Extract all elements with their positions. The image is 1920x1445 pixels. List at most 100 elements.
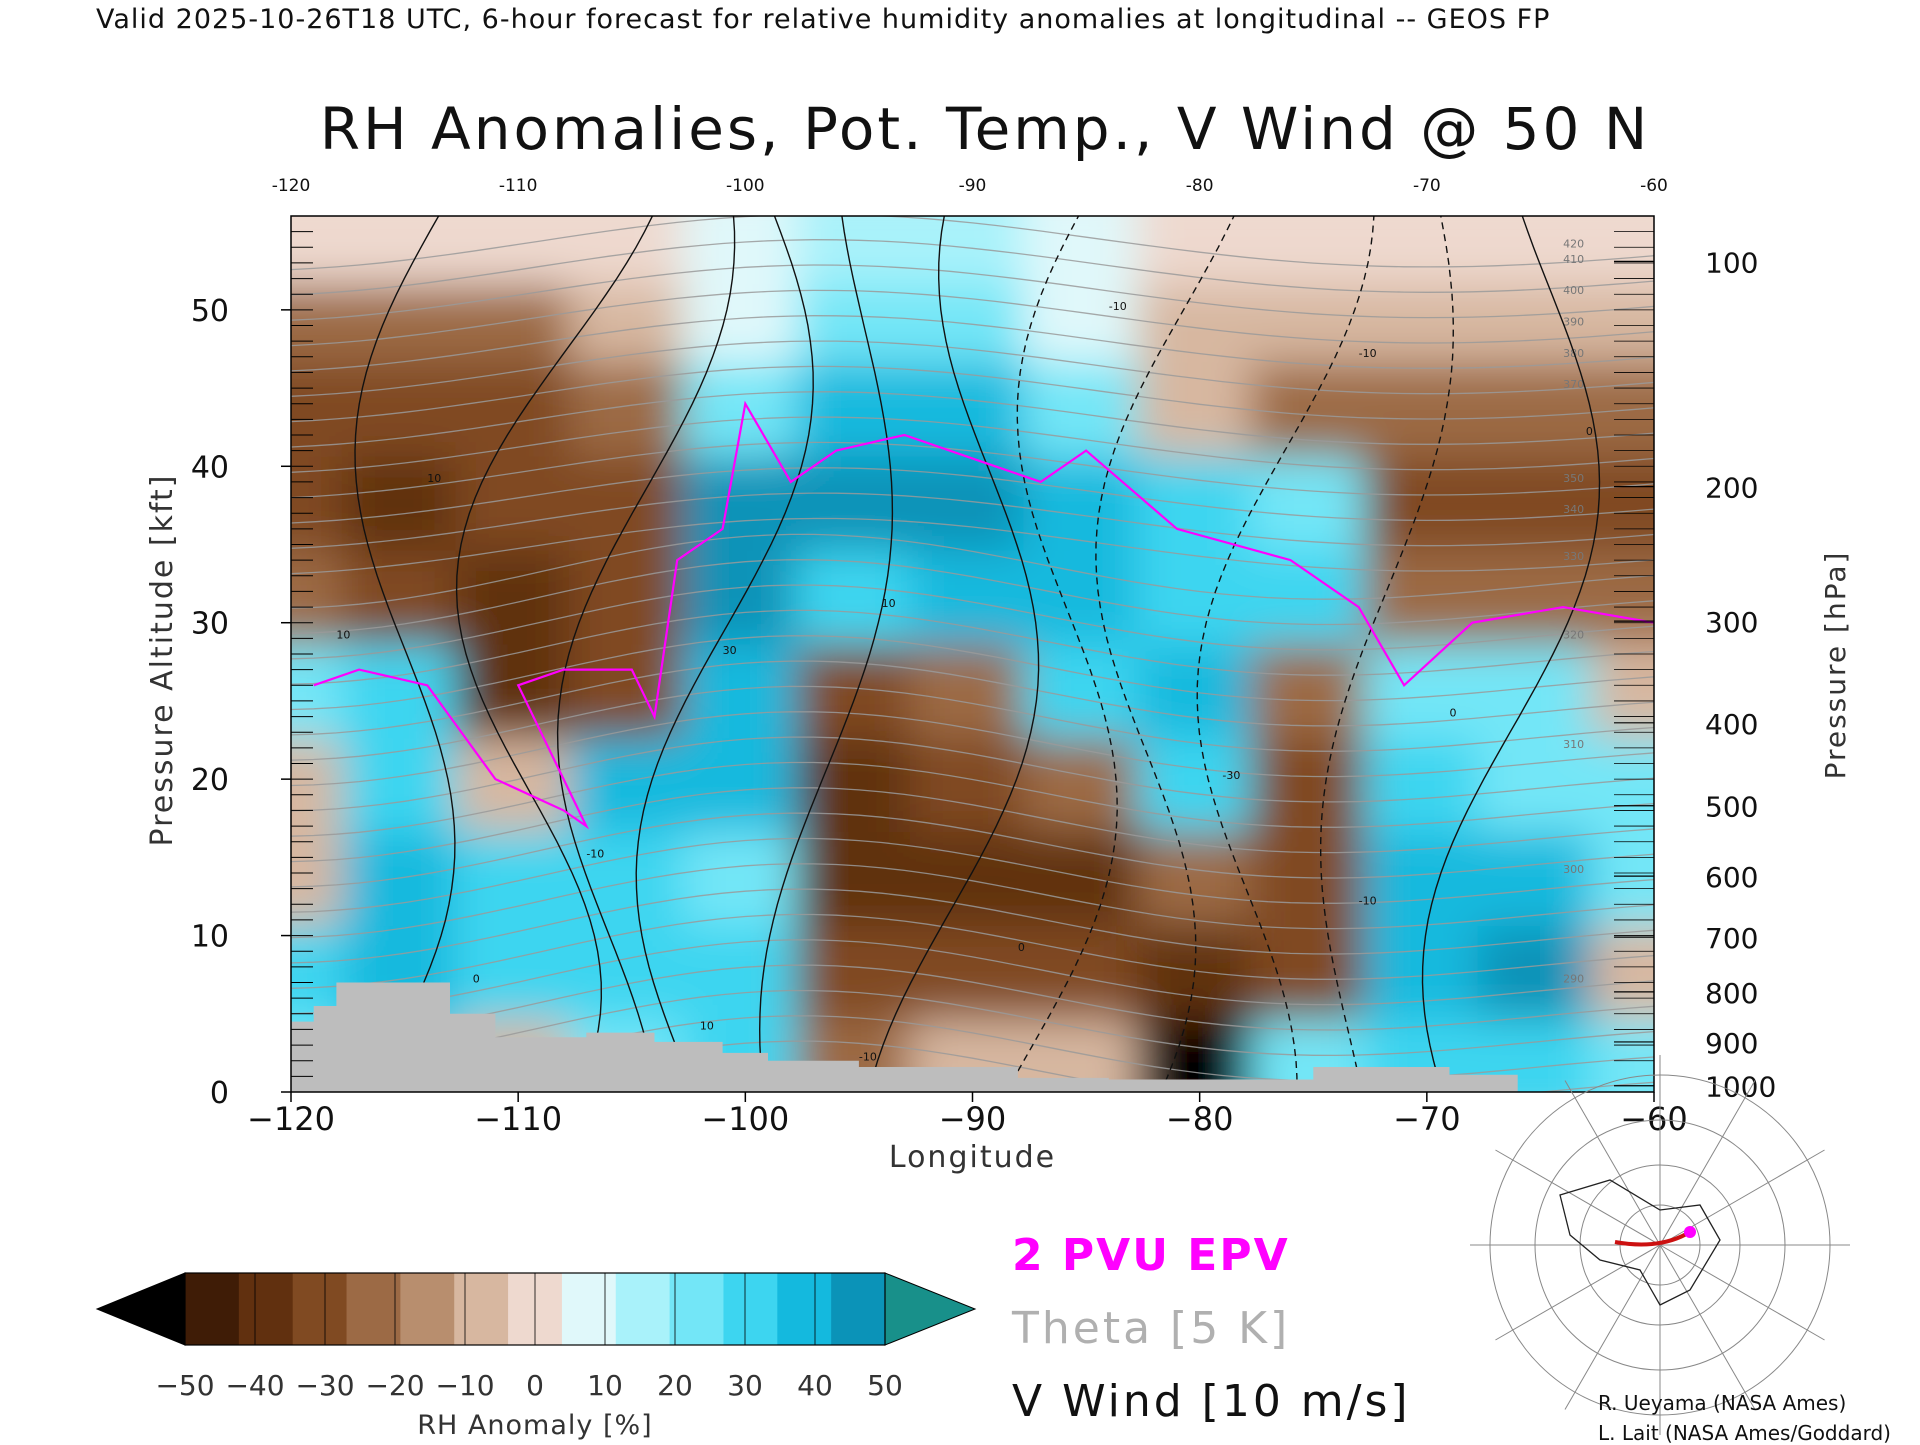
colorbar-swatch: [615, 1273, 671, 1345]
pv-contour: [313, 400, 1654, 830]
rh-cell: [796, 444, 922, 551]
colorbar-swatch: [292, 1273, 348, 1345]
rh-cell: [1250, 913, 1377, 1020]
rh-cell: [455, 350, 581, 457]
colorbar-swatch: [561, 1273, 617, 1345]
wind-line: [758, 216, 894, 1092]
map-meridian: [1495, 1244, 1661, 1341]
wind-label: 10: [882, 597, 896, 610]
colorbar-high-arrow: [884, 1272, 977, 1346]
rh-cell: [1477, 216, 1604, 285]
map-meridian: [1564, 1244, 1661, 1410]
wind-line: [635, 216, 814, 1092]
rh-cell: [1591, 1007, 1654, 1092]
pressure-tick-label: 700: [1705, 922, 1758, 955]
colorbar-tick-label: −40: [225, 1369, 284, 1402]
rh-cell: [1477, 820, 1604, 926]
theta-line: [291, 340, 1654, 397]
theta-line: [291, 584, 1654, 660]
axes: −120-120−110-110−100-100−90-90−80-80−70-…: [145, 176, 1852, 1175]
x-tick-label: −60: [1620, 1100, 1688, 1138]
y-tick-label: 0: [210, 1076, 229, 1111]
x-tick-label: −80: [1166, 1100, 1234, 1138]
top-tick-label: -80: [1186, 176, 1214, 196]
valid-time-header: Valid 2025-10-26T18 UTC, 6-hour forecast…: [96, 4, 1551, 35]
pressure-tick-label: 800: [1705, 977, 1758, 1010]
colorbar-swatch: [831, 1273, 886, 1345]
rh-cell: [1250, 820, 1377, 926]
credit-line-1: R. Ueyama (NASA Ames): [1598, 1391, 1847, 1415]
x-tick-label: −90: [939, 1100, 1007, 1138]
map-meridian: [1659, 1244, 1825, 1341]
terrain: [291, 982, 1654, 1092]
theta-line: [291, 812, 1654, 888]
rh-cell: [1364, 632, 1490, 739]
theta-label: 290: [1563, 973, 1584, 986]
rh-cell: [568, 726, 695, 833]
wind-label: 30: [723, 644, 737, 657]
theta-line: [291, 711, 1654, 787]
pv-line: [313, 400, 1654, 830]
rh-cell: [796, 820, 922, 926]
top-tick-label: -120: [272, 176, 311, 196]
pressure-tick-label: 200: [1705, 472, 1758, 505]
rh-cell: [682, 726, 809, 833]
wind-legend-label: V Wind [10 m/s]: [1012, 1376, 1411, 1427]
rh-cell: [1023, 820, 1149, 926]
pressure-tick-label: 900: [1705, 1027, 1758, 1060]
theta-line: [291, 913, 1654, 989]
v-wind-contours: 10 0 -10 -30 30 10 0 10 -10 -10 0 0 -10 10 -10: [336, 216, 1601, 1092]
map-meridian: [1659, 1244, 1756, 1410]
wind-label: -10: [1359, 347, 1377, 360]
rh-cell: [682, 632, 809, 739]
rh-cell: [1136, 726, 1263, 833]
rh-cell: [1136, 820, 1263, 926]
theta-line: [291, 559, 1654, 635]
rh-cell: [1136, 913, 1263, 1020]
wind-label: -10: [1109, 300, 1127, 313]
rh-cell: [1250, 350, 1377, 457]
wind-line: [1421, 216, 1601, 1092]
theta-label: 370: [1563, 378, 1584, 391]
colorbar-tick-label: 40: [797, 1369, 833, 1402]
pressure-tick-label: 1000: [1705, 1071, 1776, 1104]
theta-label: 320: [1563, 628, 1584, 641]
chart-title: RH Anomalies, Pot. Temp., V Wind @ 50 N: [319, 95, 1651, 163]
wind-line: [1005, 216, 1118, 1092]
pressure-tick-label: 300: [1705, 606, 1758, 639]
theta-line: [291, 492, 1654, 549]
wind-label: -30: [1222, 769, 1240, 782]
colorbar-swatch: [400, 1273, 455, 1345]
theta-line: [291, 685, 1654, 761]
pressure-tick-label: 400: [1705, 708, 1758, 741]
rh-cell: [568, 216, 695, 285]
rh-cell: [1250, 538, 1377, 645]
rh-cell: [909, 350, 1036, 457]
pv-legend-label: 2 PVU EPV: [1012, 1230, 1290, 1281]
colorbar: −50 −40 −30 −20 −10 0 10 20 30 40 50 RH Anomaly [%]: [95, 1272, 977, 1440]
theta-label: 390: [1563, 316, 1584, 329]
top-tick-label: -60: [1640, 176, 1668, 196]
rh-cell: [909, 538, 1036, 645]
x-tick-label: −70: [1393, 1100, 1461, 1138]
theta-line: [291, 660, 1654, 736]
theta-label: 330: [1563, 550, 1584, 563]
rh-cell: [1477, 444, 1604, 551]
wind-line: [556, 216, 736, 1092]
rh-cell: [1136, 216, 1263, 285]
wind-label: 0: [1586, 425, 1593, 438]
colorbar-swatch: [669, 1273, 724, 1345]
theta-line: [291, 888, 1654, 964]
colorbar-tick-label: 0: [526, 1369, 544, 1402]
wind-line: [1095, 216, 1235, 1092]
theta-line: [291, 837, 1654, 913]
rh-cell: [909, 913, 1036, 1020]
rh-cell: [796, 216, 922, 285]
wind-line: [1196, 216, 1375, 1092]
theta-label: 420: [1563, 237, 1584, 250]
y2-axis-label: Pressure [hPa]: [1819, 551, 1852, 780]
rh-cell: [1023, 444, 1149, 551]
map-coastline: [1559, 1179, 1721, 1306]
theta-line: [291, 761, 1654, 837]
